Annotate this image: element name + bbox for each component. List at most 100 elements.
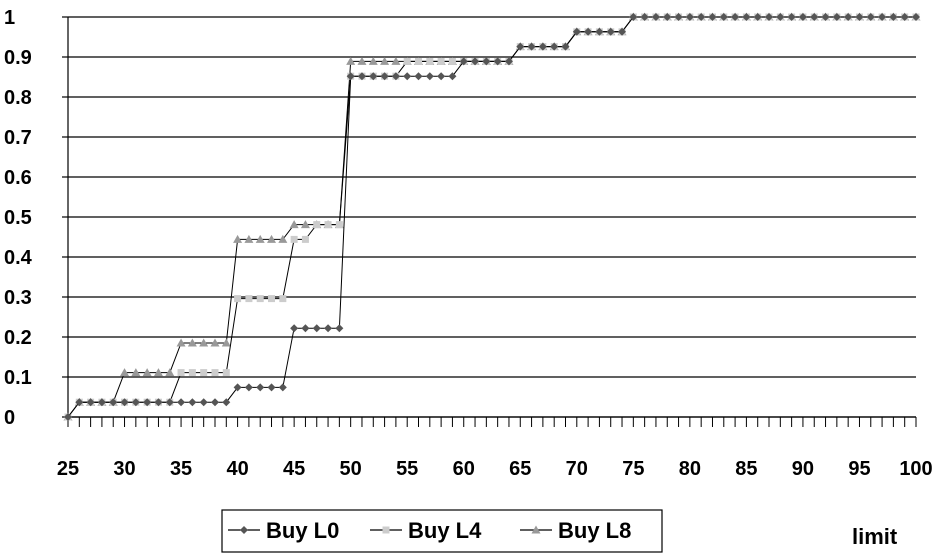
data-point bbox=[403, 57, 411, 65]
data-point bbox=[131, 368, 141, 377]
data-point bbox=[753, 13, 762, 21]
data-point bbox=[380, 56, 390, 65]
data-point bbox=[595, 27, 604, 36]
x-tick-label: 75 bbox=[622, 458, 644, 480]
data-point bbox=[719, 13, 728, 21]
data-point bbox=[290, 324, 299, 333]
data-point bbox=[403, 72, 412, 81]
y-tick-label: 0.5 bbox=[4, 207, 32, 229]
data-point bbox=[210, 338, 220, 347]
x-tick-label: 70 bbox=[566, 458, 588, 480]
data-point bbox=[255, 234, 265, 243]
data-point bbox=[165, 368, 175, 377]
data-point bbox=[369, 72, 378, 81]
x-tick-label: 65 bbox=[509, 458, 531, 480]
y-tick-label: 0.9 bbox=[4, 47, 32, 69]
legend-label: Buy L4 bbox=[408, 518, 482, 543]
data-point bbox=[75, 398, 84, 407]
data-point bbox=[301, 324, 310, 333]
data-point bbox=[448, 57, 456, 65]
data-point bbox=[335, 324, 344, 333]
legend: Buy L0 Buy L4 Buy L8 bbox=[221, 509, 663, 553]
data-point bbox=[832, 13, 841, 21]
legend-label: Buy L8 bbox=[558, 518, 631, 543]
data-point bbox=[187, 338, 197, 347]
data-point bbox=[256, 383, 265, 392]
data-point bbox=[368, 56, 378, 65]
data-point bbox=[584, 27, 593, 36]
y-tick-label: 0.7 bbox=[4, 127, 32, 149]
data-point bbox=[199, 398, 208, 407]
data-point bbox=[425, 72, 434, 81]
legend-label: Buy L0 bbox=[266, 518, 339, 543]
data-point bbox=[279, 295, 287, 303]
data-point bbox=[572, 27, 581, 36]
data-point bbox=[177, 398, 186, 407]
y-tick-label: 0.8 bbox=[4, 87, 32, 109]
y-tick-label: 0.2 bbox=[4, 327, 32, 349]
data-point bbox=[482, 57, 491, 66]
data-point bbox=[221, 338, 231, 347]
data-point bbox=[798, 13, 807, 21]
data-point bbox=[697, 13, 706, 21]
data-point bbox=[324, 221, 332, 229]
data-point bbox=[313, 221, 321, 229]
data-point bbox=[245, 295, 253, 303]
data-point bbox=[415, 57, 423, 65]
series-layer bbox=[63, 12, 921, 421]
data-point bbox=[471, 57, 480, 66]
data-point bbox=[527, 42, 536, 51]
data-point bbox=[618, 27, 627, 36]
data-point bbox=[731, 13, 740, 21]
data-point bbox=[143, 398, 152, 407]
x-tick-label: 45 bbox=[283, 458, 305, 480]
data-point bbox=[199, 338, 209, 347]
data-point bbox=[776, 13, 785, 21]
data-point bbox=[787, 13, 796, 21]
data-point bbox=[267, 383, 276, 392]
data-point bbox=[810, 13, 819, 21]
data-point bbox=[878, 13, 887, 21]
legend-item: Buy L8 bbox=[520, 518, 631, 543]
data-point bbox=[233, 234, 243, 243]
data-point bbox=[391, 72, 400, 81]
data-point bbox=[640, 13, 649, 21]
gridlines bbox=[68, 16, 916, 418]
x-tick-label: 85 bbox=[735, 458, 757, 480]
data-point bbox=[312, 324, 321, 333]
x-tick-label: 55 bbox=[396, 458, 418, 480]
data-point bbox=[357, 72, 366, 81]
legend-marker bbox=[382, 526, 390, 534]
data-point bbox=[900, 13, 909, 21]
data-point bbox=[233, 383, 242, 392]
data-point bbox=[234, 295, 242, 303]
series-buy-l0 bbox=[64, 13, 920, 421]
data-point bbox=[177, 369, 185, 377]
data-point bbox=[200, 369, 208, 377]
data-point bbox=[437, 72, 446, 81]
data-point bbox=[153, 368, 163, 377]
data-point bbox=[651, 13, 660, 21]
data-point bbox=[708, 13, 717, 21]
legend-marker bbox=[531, 525, 541, 534]
y-tick-label: 1 bbox=[4, 7, 15, 29]
data-point bbox=[437, 57, 445, 65]
data-point bbox=[493, 57, 502, 66]
y-tick-label: 0.4 bbox=[4, 247, 33, 269]
data-point bbox=[606, 27, 615, 36]
data-point bbox=[912, 13, 920, 21]
data-point bbox=[176, 338, 186, 347]
x-tick-label: 95 bbox=[848, 458, 870, 480]
data-point bbox=[109, 398, 118, 407]
legend-item: Buy L4 bbox=[370, 518, 482, 543]
series-line bbox=[67, 16, 916, 418]
data-point bbox=[210, 398, 219, 407]
data-point bbox=[165, 398, 174, 407]
data-point bbox=[459, 57, 468, 66]
data-point bbox=[244, 234, 254, 243]
x-tick-label: 35 bbox=[170, 458, 192, 480]
data-point bbox=[301, 235, 309, 243]
legend-marker bbox=[240, 526, 248, 534]
data-point bbox=[448, 72, 457, 81]
